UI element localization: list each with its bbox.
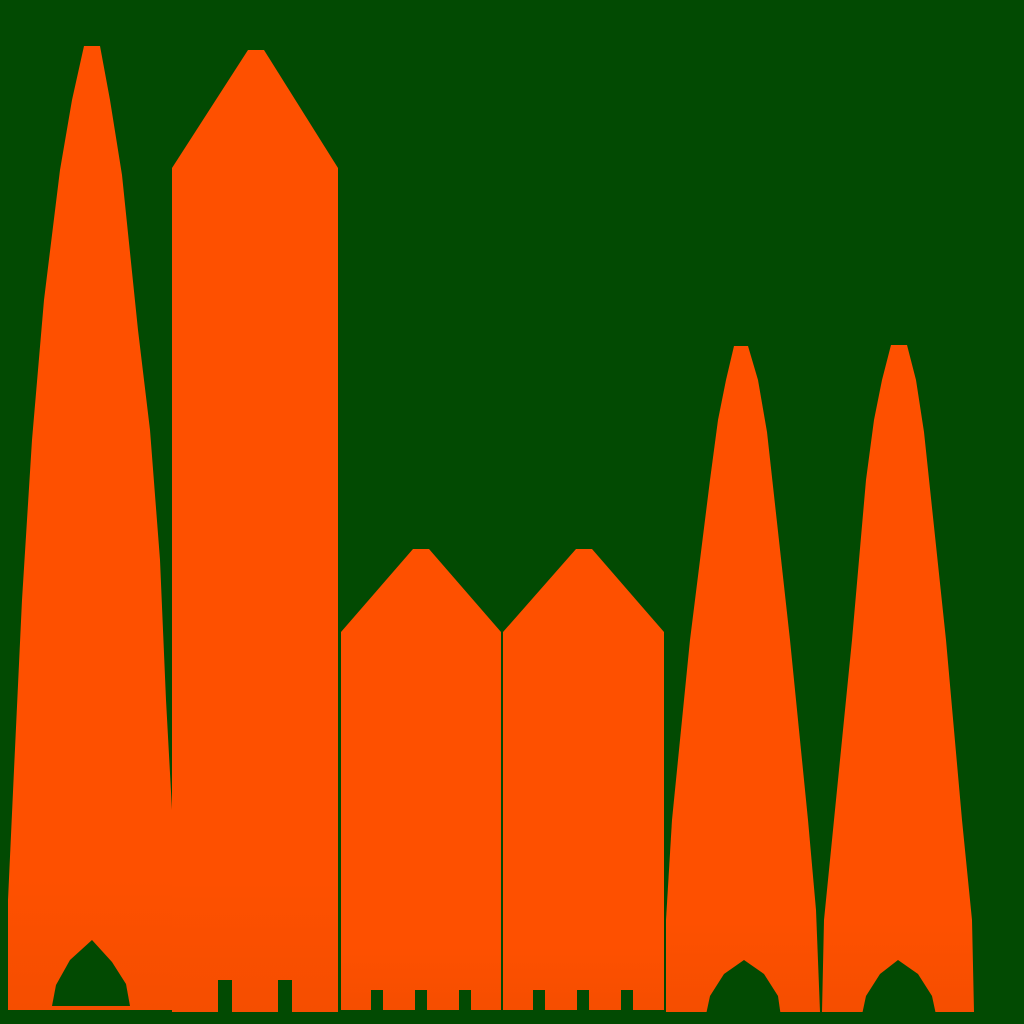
spire-1 [8,46,172,1010]
block-4-window-1 [533,990,545,1024]
spire-6-arch [860,960,938,1024]
spire-5-arch [704,960,782,1024]
spire-5 [666,346,820,1012]
block-3-window-3 [459,990,471,1024]
block-3-window-2 [415,990,427,1024]
block-3-window-1 [371,990,383,1024]
block-4 [503,549,664,1010]
tower-2-window-1 [218,980,232,1024]
spire-6 [822,345,974,1012]
tower-2 [172,50,338,1012]
tower-2-window-2 [278,980,292,1024]
block-3 [341,549,501,1010]
block-4-window-3 [621,990,633,1024]
block-4-window-2 [577,990,589,1024]
spire-1-arch [52,940,130,1006]
